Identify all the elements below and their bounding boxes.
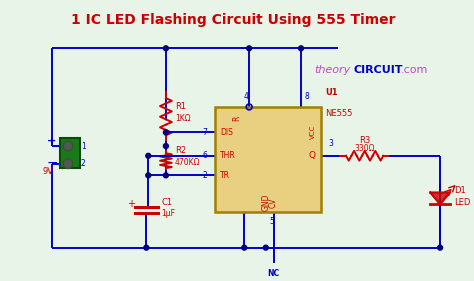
Text: J1: J1	[61, 140, 68, 145]
Circle shape	[164, 46, 168, 51]
Polygon shape	[430, 192, 450, 204]
Text: +: +	[46, 136, 55, 146]
Circle shape	[299, 46, 303, 51]
Text: 330Ω: 330Ω	[355, 144, 375, 153]
Text: NC: NC	[267, 269, 280, 278]
Text: +: +	[127, 199, 135, 209]
Text: −: −	[46, 156, 58, 170]
Text: U1: U1	[326, 88, 338, 97]
Circle shape	[164, 130, 168, 135]
Text: 2: 2	[202, 171, 207, 180]
Circle shape	[63, 159, 73, 169]
Circle shape	[264, 245, 268, 250]
Text: 470KΩ: 470KΩ	[175, 158, 200, 167]
Circle shape	[164, 144, 168, 148]
Text: CV: CV	[268, 198, 277, 208]
Text: R: R	[232, 116, 241, 121]
Text: .com: .com	[401, 65, 428, 75]
Text: 9V: 9V	[43, 167, 54, 176]
Text: CIRCUIT: CIRCUIT	[354, 65, 403, 75]
Text: 1 IC LED Flashing Circuit Using 555 Timer: 1 IC LED Flashing Circuit Using 555 Time…	[71, 13, 396, 27]
Text: NE555: NE555	[326, 109, 353, 118]
Text: 3: 3	[328, 139, 333, 148]
Circle shape	[146, 173, 151, 178]
Text: theory: theory	[315, 65, 351, 75]
Text: C1: C1	[161, 198, 172, 207]
FancyBboxPatch shape	[60, 138, 80, 167]
Text: GND: GND	[261, 194, 270, 212]
Text: LED: LED	[454, 198, 470, 207]
Circle shape	[64, 160, 72, 167]
Text: THR: THR	[220, 151, 236, 160]
Text: 2: 2	[81, 159, 85, 168]
Text: VCC: VCC	[310, 125, 316, 139]
Text: 7: 7	[202, 128, 207, 137]
Text: 1μF: 1μF	[161, 209, 175, 218]
Circle shape	[64, 142, 72, 149]
Circle shape	[164, 173, 168, 178]
Text: DIS: DIS	[220, 128, 233, 137]
Text: 4: 4	[243, 92, 248, 101]
Text: R3: R3	[359, 136, 370, 145]
Text: 1KΩ: 1KΩ	[175, 114, 191, 123]
Text: R2: R2	[175, 146, 186, 155]
Text: R1: R1	[175, 103, 186, 112]
Text: TR: TR	[220, 171, 230, 180]
Text: 5: 5	[270, 217, 274, 226]
Text: D1: D1	[454, 186, 465, 195]
Circle shape	[146, 153, 151, 158]
Text: 1: 1	[81, 142, 85, 151]
Circle shape	[246, 46, 252, 51]
Circle shape	[242, 245, 246, 250]
FancyBboxPatch shape	[215, 107, 320, 212]
Circle shape	[63, 141, 73, 151]
Circle shape	[438, 245, 443, 250]
Text: 8: 8	[305, 92, 310, 101]
Circle shape	[144, 245, 149, 250]
Text: 6: 6	[202, 151, 207, 160]
Text: Q: Q	[309, 151, 316, 160]
